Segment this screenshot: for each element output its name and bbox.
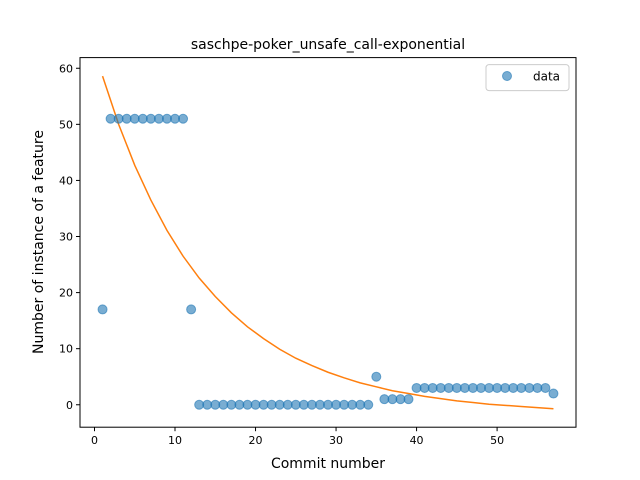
data-points-layer [97, 113, 559, 410]
y-tick-label: 40 [59, 174, 73, 187]
x-tick-label: 40 [410, 434, 424, 447]
x-tick-label: 30 [329, 434, 343, 447]
x-tick-label: 50 [490, 434, 504, 447]
x-axis-ticks: 0 10 20 30 40 50 [91, 427, 504, 447]
y-tick-label: 20 [59, 287, 73, 300]
x-tick-label: 20 [249, 434, 263, 447]
fit-curve-line [101, 75, 554, 410]
y-tick-label: 50 [59, 118, 73, 131]
data-point [363, 399, 374, 410]
y-axis-label: Number of instance of a feature [31, 130, 47, 354]
x-tick-label: 10 [168, 434, 182, 447]
plot-frame [79, 57, 577, 428]
data-point [97, 304, 108, 315]
fit-curve-layer [101, 75, 554, 410]
y-axis-ticks: 0 10 20 30 40 50 60 [59, 62, 80, 412]
x-tick-label: 0 [91, 434, 98, 447]
y-tick-label: 60 [59, 62, 73, 75]
data-point [186, 304, 197, 315]
data-point [371, 371, 382, 382]
legend: data [485, 64, 570, 92]
data-point [178, 113, 189, 124]
y-tick-label: 30 [59, 231, 73, 244]
y-tick-label: 0 [66, 399, 73, 412]
legend-marker-data [502, 71, 512, 81]
x-axis-label: Commit number [271, 456, 385, 472]
data-point [403, 394, 414, 405]
data-point [540, 382, 551, 393]
chart-title: saschpe-poker_unsafe_call-exponential [191, 37, 465, 53]
data-point [548, 388, 559, 399]
y-tick-label: 10 [59, 343, 73, 356]
legend-label-data: data [533, 70, 560, 84]
